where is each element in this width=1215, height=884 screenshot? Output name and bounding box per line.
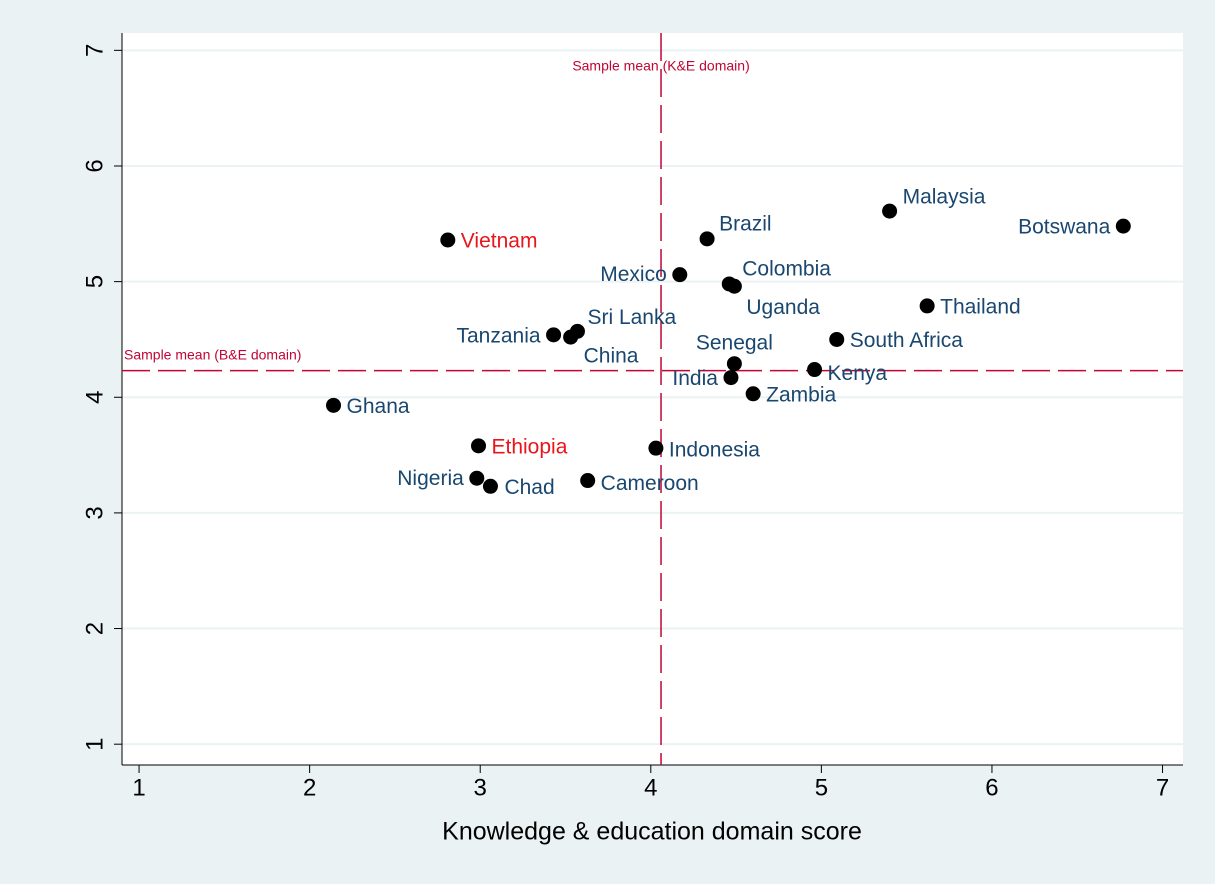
y-tick-label: 1 (81, 738, 108, 751)
point-label: Sri Lanka (587, 306, 676, 329)
point-label: Chad (504, 476, 554, 499)
point (829, 331, 845, 347)
point (672, 267, 688, 283)
x-tick-label: 5 (815, 774, 828, 801)
point (882, 203, 898, 219)
x-tick-label: 1 (132, 774, 145, 801)
point-label: Kenya (828, 362, 888, 385)
y-tick-label: 2 (81, 622, 108, 635)
point (648, 440, 664, 456)
point (469, 470, 485, 486)
point-label: China (584, 345, 639, 368)
point-label: Ethiopia (492, 435, 568, 458)
point (471, 438, 487, 454)
point (726, 278, 742, 294)
point-label: Senegal (696, 331, 773, 354)
point-label: India (672, 367, 718, 390)
point (726, 356, 742, 372)
y-tick-label: 5 (81, 275, 108, 288)
point (807, 362, 823, 378)
x-tick-label: 3 (474, 774, 487, 801)
point (919, 298, 935, 314)
point-label: Colombia (742, 257, 831, 280)
point-label: Nigeria (397, 467, 464, 490)
x-axis-title: Knowledge & education domain score (442, 818, 862, 846)
point-label: Cameroon (601, 472, 699, 495)
point (440, 232, 456, 248)
point (1115, 218, 1131, 234)
x-tick-label: 7 (1156, 774, 1169, 801)
y-tick-label: 3 (81, 506, 108, 519)
point (546, 327, 562, 343)
point (569, 323, 585, 339)
point-label: Botswana (1018, 216, 1111, 239)
point (580, 473, 596, 489)
reference-label: Sample mean (B&E domain) (124, 346, 301, 362)
x-tick-label: 6 (985, 774, 998, 801)
point-label: Uganda (746, 296, 820, 319)
y-tick-label: 4 (81, 391, 108, 404)
point (745, 386, 761, 402)
reference-label: Sample mean (K&E domain) (572, 58, 749, 74)
plot-area (122, 33, 1183, 765)
point-label: Thailand (940, 295, 1021, 318)
point-label: Vietnam (461, 230, 538, 253)
point (699, 231, 715, 247)
point-label: Indonesia (669, 439, 760, 462)
x-tick-label: 4 (644, 774, 657, 801)
x-tick-label: 2 (303, 774, 316, 801)
point-label: Tanzania (457, 324, 541, 347)
point-label: South Africa (850, 329, 964, 352)
point-label: Ghana (347, 395, 410, 418)
point (326, 397, 342, 413)
y-tick-label: 7 (81, 44, 108, 57)
point-label: Malaysia (903, 186, 986, 209)
y-tick-label: 6 (81, 159, 108, 172)
point (723, 370, 739, 386)
point-label: Brazil (719, 212, 772, 235)
point-label: Mexico (600, 263, 667, 286)
point-label: Zambia (766, 383, 836, 406)
point (482, 478, 498, 494)
